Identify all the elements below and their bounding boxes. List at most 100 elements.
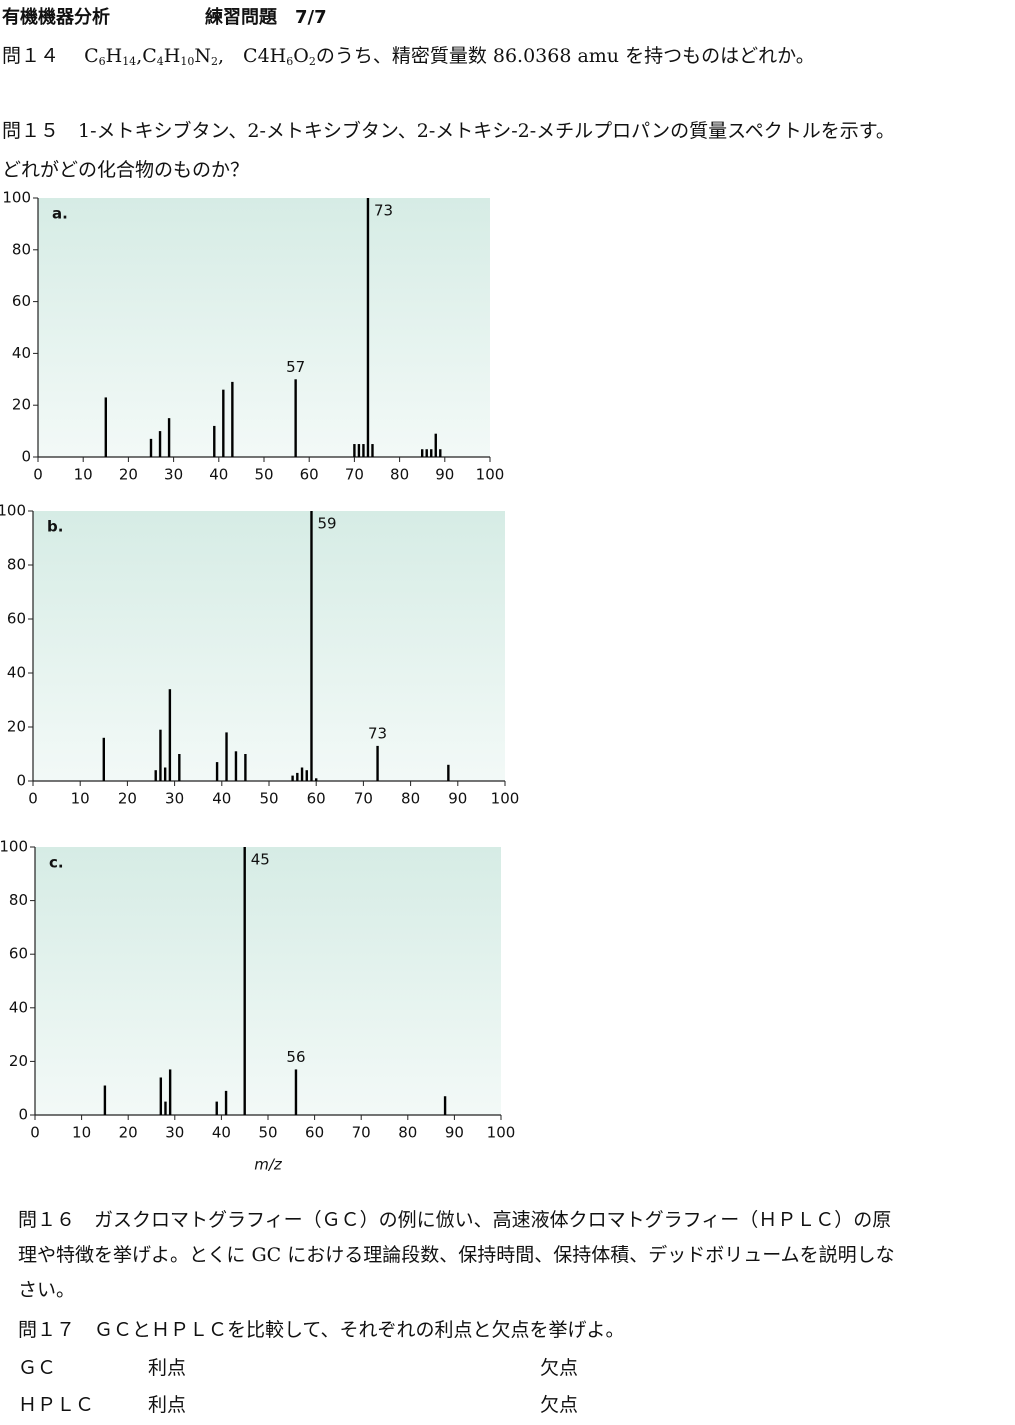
peak [167, 418, 171, 457]
peak [421, 449, 424, 457]
plot-background [38, 198, 490, 457]
y-tick-label: 40 [9, 998, 28, 1016]
y-tick-label: 80 [12, 240, 31, 258]
peak [366, 198, 370, 457]
formula-subscript: 14 [122, 55, 137, 68]
y-tick-label: 40 [12, 344, 31, 362]
peak [371, 444, 374, 457]
peak [294, 379, 297, 457]
plot-background [33, 511, 505, 781]
peak [425, 449, 428, 457]
x-tick-label: 80 [398, 1124, 417, 1142]
x-tick-label: 90 [435, 466, 454, 484]
peak [376, 745, 379, 781]
y-tick-label: 100 [0, 838, 28, 856]
x-tick-label: 0 [28, 790, 38, 808]
formula-part: H [163, 45, 181, 67]
peak [158, 431, 162, 457]
peak [447, 764, 450, 781]
x-tick-label: 60 [307, 790, 326, 808]
peak [362, 444, 365, 457]
peak [300, 767, 304, 781]
x-tick-label: 0 [30, 1124, 40, 1142]
advantage: 利点 [148, 1394, 187, 1416]
x-tick-label: 80 [401, 790, 420, 808]
y-tick-label: 100 [2, 189, 31, 207]
peak [222, 389, 225, 457]
y-tick-label: 40 [7, 664, 26, 682]
x-tick-label: 10 [71, 790, 90, 808]
peak [178, 754, 181, 781]
peak [243, 847, 246, 1115]
formula: C4H10N2 [142, 45, 218, 68]
formula-subscript: 6 [286, 55, 294, 68]
peak [163, 767, 167, 781]
peak [357, 444, 361, 457]
peak-label: 45 [251, 851, 270, 869]
peak [439, 449, 442, 457]
y-tick-label: 0 [18, 1106, 28, 1124]
spectrum-label: a. [52, 205, 68, 223]
x-tick-label: 40 [212, 790, 231, 808]
formula-part: C [142, 45, 157, 67]
x-tick-label: 50 [259, 790, 278, 808]
peak [224, 1090, 228, 1115]
peak-label: 56 [286, 1048, 305, 1066]
y-tick-label: 100 [0, 502, 26, 520]
peak [234, 751, 238, 781]
formulas: C6H14,C4H10N2, C4H6O2 [84, 45, 316, 68]
y-tick-label: 0 [21, 448, 31, 466]
peak [294, 1069, 298, 1115]
separator: , [217, 45, 244, 67]
formula-part: H [105, 45, 123, 67]
y-tick-label: 60 [9, 945, 28, 963]
x-tick-label: 70 [354, 790, 373, 808]
question-16-line: さい。 [18, 1279, 76, 1301]
course-title: 有機機器分析 [2, 7, 110, 28]
x-tick-label: 20 [119, 1124, 138, 1142]
question-14: 問１４ C6H14,C4H10N2, C4H6O2のうち、精密質量数 86.03… [2, 44, 815, 74]
x-tick-label: 30 [165, 1124, 184, 1142]
formula: C4H6O2 [243, 45, 316, 68]
x-tick-label: 50 [254, 466, 273, 484]
question-15-line: 問１５ 1-メトキシブタン、2-メトキシブタン、2-メトキシ-2-メチルプロパン… [2, 120, 895, 142]
x-tick-label: 10 [72, 1124, 91, 1142]
y-tick-label: 20 [12, 396, 31, 414]
peak [159, 729, 162, 781]
peak [168, 1069, 172, 1115]
y-tick-label: 80 [7, 556, 26, 574]
peak-label: 57 [286, 358, 305, 376]
y-tick-label: 80 [9, 891, 28, 909]
peak [430, 449, 433, 457]
peak [310, 511, 313, 781]
disadvantage: 欠点 [540, 1357, 579, 1379]
peak [103, 1085, 107, 1115]
peak [104, 397, 107, 457]
peak [215, 762, 219, 781]
x-tick-label: 100 [491, 790, 520, 808]
peak [315, 778, 318, 781]
question-15-line: どれがどの化合物のものか？ [2, 159, 250, 181]
peak-label: 59 [317, 515, 336, 533]
formula: C6H14 [84, 45, 137, 68]
row-label: ＧＣ [18, 1357, 57, 1379]
formula-subscript: 2 [308, 55, 316, 68]
x-tick-label: 90 [448, 790, 467, 808]
peak [102, 737, 105, 781]
spectrum-label: c. [49, 854, 64, 872]
peak [213, 425, 216, 457]
x-tick-label: 0 [33, 466, 43, 484]
x-tick-label: 90 [445, 1124, 464, 1142]
peak-label: 73 [368, 724, 387, 742]
peak [149, 438, 153, 457]
plot-background [35, 847, 501, 1115]
formula-part: N [194, 45, 211, 67]
question-16-line: 理や特徴を挙げよ。とくに GC における理論段数、保持時間、保持体積、デッドボリ… [18, 1244, 895, 1266]
formula-subscript: 4 [156, 55, 164, 68]
formula-subscript: 6 [98, 55, 106, 68]
peak [291, 775, 294, 781]
peak [164, 1101, 167, 1115]
x-tick-label: 70 [352, 1124, 371, 1142]
